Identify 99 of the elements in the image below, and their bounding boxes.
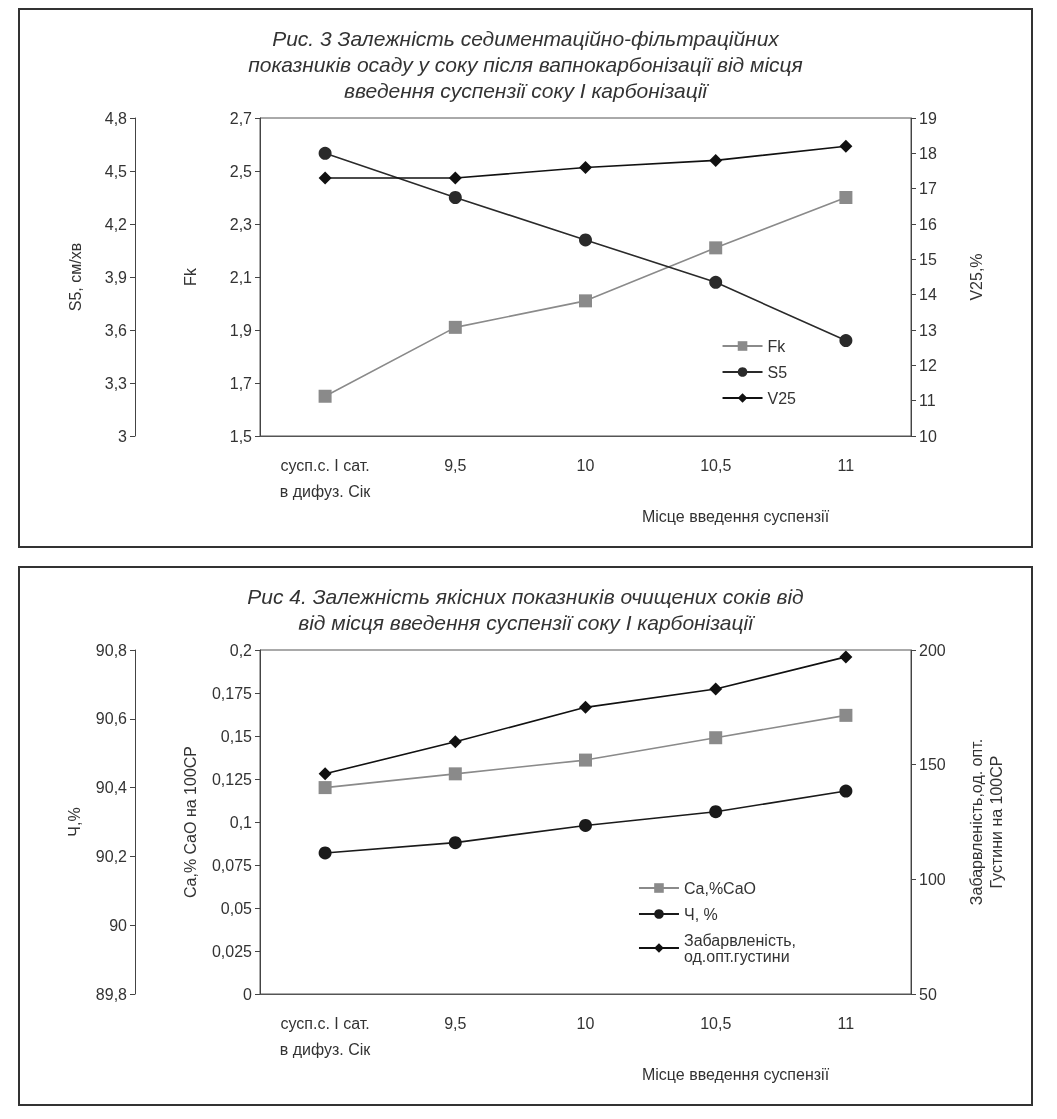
x-tick-label: сусп.с. І сат. в дифуз. Сік bbox=[279, 1014, 372, 1058]
point bbox=[579, 233, 592, 247]
y3-axis-title: S5, см/хв bbox=[66, 242, 84, 312]
point bbox=[448, 836, 462, 850]
legend-label: Ч, % bbox=[683, 905, 718, 923]
y-tick-label: 0,175 bbox=[211, 684, 253, 702]
y2-axis-title: Забарвленість,од. опт. Густини на 100СР bbox=[967, 738, 1005, 906]
point bbox=[318, 389, 332, 403]
y3-tick-label: 90 bbox=[109, 916, 128, 934]
point bbox=[839, 191, 853, 204]
point bbox=[709, 241, 723, 255]
y-tick-label: 0,2 bbox=[229, 641, 253, 659]
y3-tick-label: 3,6 bbox=[104, 321, 128, 339]
y-tick-label: 2,7 bbox=[229, 109, 253, 127]
y2-tick-label: 10 bbox=[919, 427, 937, 445]
point bbox=[709, 805, 723, 819]
point bbox=[709, 153, 723, 167]
point bbox=[709, 682, 723, 696]
y3-axis-title: Ч,% bbox=[66, 807, 84, 837]
legend-label: Ca,%CaO bbox=[683, 879, 757, 897]
x-axis-title: Місце введення суспензії bbox=[641, 1066, 830, 1084]
point bbox=[579, 818, 592, 832]
point bbox=[839, 784, 853, 798]
point bbox=[448, 171, 462, 185]
point bbox=[448, 320, 462, 334]
y2-tick-label: 200 bbox=[919, 641, 946, 659]
x-tick-label: 11 bbox=[837, 456, 855, 474]
point bbox=[448, 191, 462, 204]
point bbox=[839, 650, 853, 664]
x-tick-label: 10 bbox=[576, 1014, 595, 1032]
x-tick-label: 10,5 bbox=[700, 1014, 732, 1032]
point bbox=[448, 767, 462, 781]
y-tick-label: 1,9 bbox=[229, 321, 253, 339]
y-tick-label: 2,1 bbox=[229, 268, 253, 286]
point bbox=[318, 781, 332, 795]
point bbox=[318, 146, 332, 160]
chart-title: Рис. 3 Залежність седиментаційно-фільтраційних показників осаду у соку після вапнокарбонізації від місця введення суспензії соку І карбонізації bbox=[248, 26, 803, 102]
x-tick-label: 11 bbox=[837, 1014, 855, 1032]
legend-label: S5 bbox=[767, 363, 788, 381]
y2-tick-label: 16 bbox=[919, 215, 937, 233]
point bbox=[579, 753, 592, 767]
y-tick-label: 1,5 bbox=[229, 427, 253, 445]
point bbox=[318, 767, 332, 781]
legend-label: V25 bbox=[767, 389, 797, 407]
y-tick-label: 2,3 bbox=[229, 215, 253, 233]
y2-tick-label: 13 bbox=[919, 321, 937, 339]
point bbox=[709, 275, 723, 289]
point bbox=[579, 160, 592, 174]
point bbox=[709, 731, 723, 745]
x-tick-label: 10 bbox=[576, 456, 595, 474]
y3-tick-label: 90,8 bbox=[95, 641, 128, 659]
y2-tick-label: 18 bbox=[919, 144, 937, 162]
y-tick-label: 0,075 bbox=[211, 856, 253, 874]
y2-tick-label: 12 bbox=[919, 356, 937, 374]
point bbox=[839, 139, 853, 153]
point bbox=[318, 171, 332, 185]
point bbox=[839, 708, 853, 722]
x-tick-label: 9,5 bbox=[444, 456, 467, 474]
y2-tick-label: 17 bbox=[919, 180, 937, 198]
y3-tick-label: 4,5 bbox=[104, 162, 128, 180]
y3-tick-label: 3 bbox=[118, 427, 128, 445]
y3-tick-label: 89,8 bbox=[95, 985, 128, 1003]
y-tick-label: 0,05 bbox=[220, 899, 253, 917]
y-tick-label: 2,5 bbox=[229, 162, 253, 180]
y3-tick-label: 90,6 bbox=[95, 710, 128, 728]
y2-tick-label: 15 bbox=[919, 250, 937, 268]
y3-tick-label: 4,8 bbox=[104, 109, 128, 127]
y3-tick-label: 3,3 bbox=[104, 374, 128, 392]
point bbox=[579, 700, 592, 714]
y-tick-label: 0,1 bbox=[229, 813, 253, 831]
legend-label: Забарвленість, од.опт.густини bbox=[683, 931, 797, 965]
y3-tick-label: 90,4 bbox=[95, 779, 128, 797]
chart-title: Рис 4. Залежність якісних показників очищених соків від від місця введення суспензії соку І карбонізації bbox=[247, 584, 804, 634]
point bbox=[579, 294, 592, 308]
y3-tick-label: 4,2 bbox=[104, 215, 128, 233]
x-tick-label: 10,5 bbox=[700, 456, 732, 474]
y-axis-title: Ca,% CaO на 100СР bbox=[181, 745, 199, 899]
x-axis-title: Місце введення суспензії bbox=[641, 508, 830, 526]
point bbox=[839, 334, 853, 348]
y-tick-label: 0,025 bbox=[211, 942, 253, 960]
x-tick-label: сусп.с. І сат. в дифуз. Сік bbox=[279, 456, 372, 500]
y-axis-title: Fk bbox=[181, 267, 199, 286]
y2-tick-label: 50 bbox=[919, 985, 937, 1003]
y3-tick-label: 3,9 bbox=[104, 268, 128, 286]
y3-tick-label: 90,2 bbox=[95, 847, 128, 865]
y-tick-label: 1,7 bbox=[229, 374, 253, 392]
y2-tick-label: 100 bbox=[919, 870, 946, 888]
y-tick-label: 0,125 bbox=[211, 770, 253, 788]
point bbox=[318, 846, 332, 860]
x-tick-label: 9,5 bbox=[444, 1014, 467, 1032]
point bbox=[448, 735, 462, 749]
y2-tick-label: 11 bbox=[919, 392, 936, 410]
y2-axis-title: V25,% bbox=[967, 253, 985, 301]
y2-tick-label: 150 bbox=[919, 756, 946, 774]
y2-tick-label: 14 bbox=[919, 286, 937, 304]
y2-tick-label: 19 bbox=[919, 109, 937, 127]
legend-label: Fk bbox=[767, 337, 787, 355]
y-tick-label: 0,15 bbox=[220, 727, 253, 745]
y-tick-label: 0 bbox=[243, 985, 253, 1003]
